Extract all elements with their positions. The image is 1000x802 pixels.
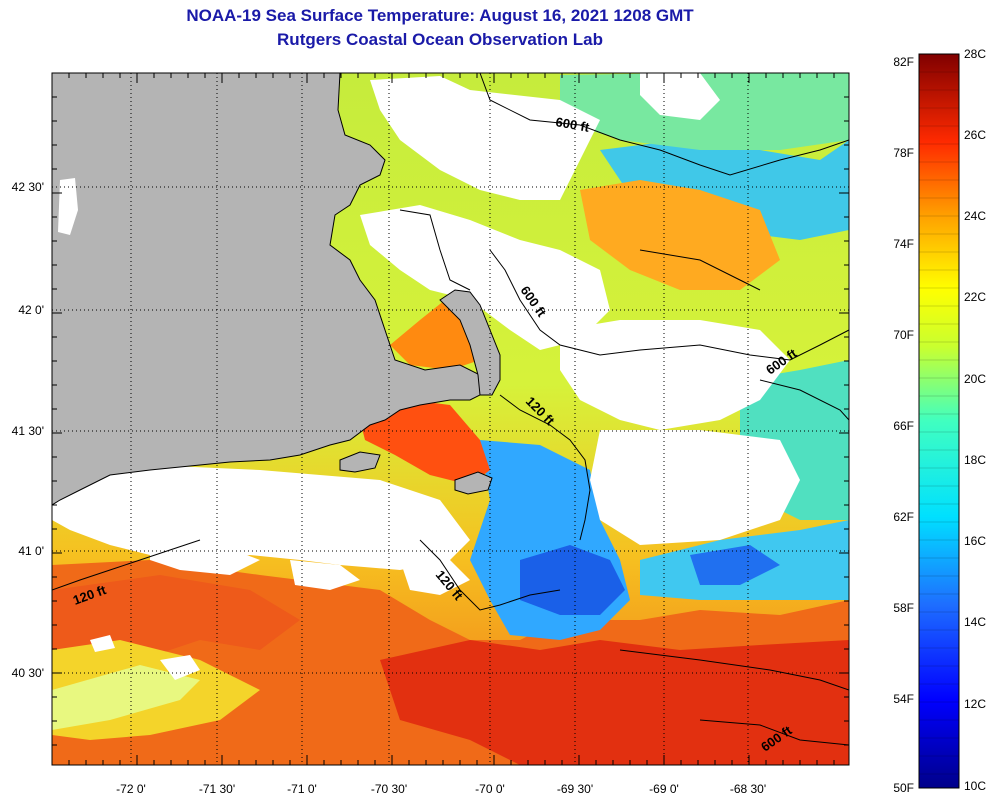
bathymetry-contours bbox=[52, 73, 849, 746]
map-frame bbox=[51, 72, 850, 766]
lon-label: -69 0' bbox=[649, 782, 679, 796]
cloud-mask bbox=[52, 73, 800, 680]
contour-label: 600 ft bbox=[554, 114, 591, 135]
marthas-vineyard bbox=[339, 451, 381, 473]
fahrenheit-label: 78F bbox=[893, 146, 914, 160]
colorbar-frame bbox=[918, 53, 960, 789]
latitude-labels: 42 30' 42 0' 41 30' 41 0' 40 30' bbox=[12, 180, 44, 680]
celsius-label: 20C bbox=[964, 372, 986, 386]
lon-label: -71 30' bbox=[199, 782, 235, 796]
celsius-labels: 28C 26C 24C 22C 20C 18C 16C 14C 12C 10C bbox=[964, 47, 986, 793]
nantucket bbox=[454, 471, 493, 495]
cape-cod bbox=[439, 289, 501, 396]
fahrenheit-label: 82F bbox=[893, 55, 914, 69]
axis-ticks bbox=[51, 72, 849, 765]
lat-label: 42 30' bbox=[12, 180, 44, 194]
lat-label: 41 0' bbox=[18, 544, 44, 558]
lon-label: -70 0' bbox=[475, 782, 505, 796]
celsius-label: 12C bbox=[964, 697, 986, 711]
celsius-label: 18C bbox=[964, 453, 986, 467]
lat-label: 42 0' bbox=[18, 303, 44, 317]
fahrenheit-label: 74F bbox=[893, 237, 914, 251]
lat-label: 41 30' bbox=[12, 424, 44, 438]
lon-label: -72 0' bbox=[116, 782, 146, 796]
lon-label: -69 30' bbox=[557, 782, 593, 796]
lat-label: 40 30' bbox=[12, 666, 44, 680]
celsius-label: 28C bbox=[964, 47, 986, 61]
color-scale: 82F 78F 74F 70F 66F 62F 58F 54F 50F 28C … bbox=[893, 47, 986, 795]
graticule bbox=[52, 73, 849, 765]
lon-label: -68 30' bbox=[730, 782, 766, 796]
celsius-label: 24C bbox=[964, 209, 986, 223]
celsius-label: 22C bbox=[964, 290, 986, 304]
celsius-label: 16C bbox=[964, 534, 986, 548]
fahrenheit-label: 66F bbox=[893, 419, 914, 433]
fahrenheit-label: 50F bbox=[893, 781, 914, 795]
colorbar-gradient bbox=[919, 54, 959, 788]
chart-title: NOAA-19 Sea Surface Temperature: August … bbox=[186, 6, 694, 25]
hot-water-region bbox=[380, 640, 849, 765]
chart-subtitle: Rutgers Coastal Ocean Observation Lab bbox=[277, 30, 603, 49]
fahrenheit-label: 58F bbox=[893, 601, 914, 615]
fahrenheit-labels: 82F 78F 74F 70F 66F 62F 58F 54F 50F bbox=[893, 55, 914, 795]
celsius-label: 14C bbox=[964, 615, 986, 629]
lon-label: -70 30' bbox=[371, 782, 407, 796]
fahrenheit-label: 62F bbox=[893, 510, 914, 524]
celsius-label: 10C bbox=[964, 779, 986, 793]
map-area: 600 ft 600 ft 600 ft 120 ft 120 ft 120 f… bbox=[52, 73, 849, 765]
longitude-labels: -72 0' -71 30' -71 0' -70 30' -70 0' -69… bbox=[116, 782, 766, 796]
fahrenheit-label: 70F bbox=[893, 328, 914, 342]
fahrenheit-label: 54F bbox=[893, 692, 914, 706]
celsius-label: 26C bbox=[964, 128, 986, 142]
lon-label: -71 0' bbox=[287, 782, 317, 796]
